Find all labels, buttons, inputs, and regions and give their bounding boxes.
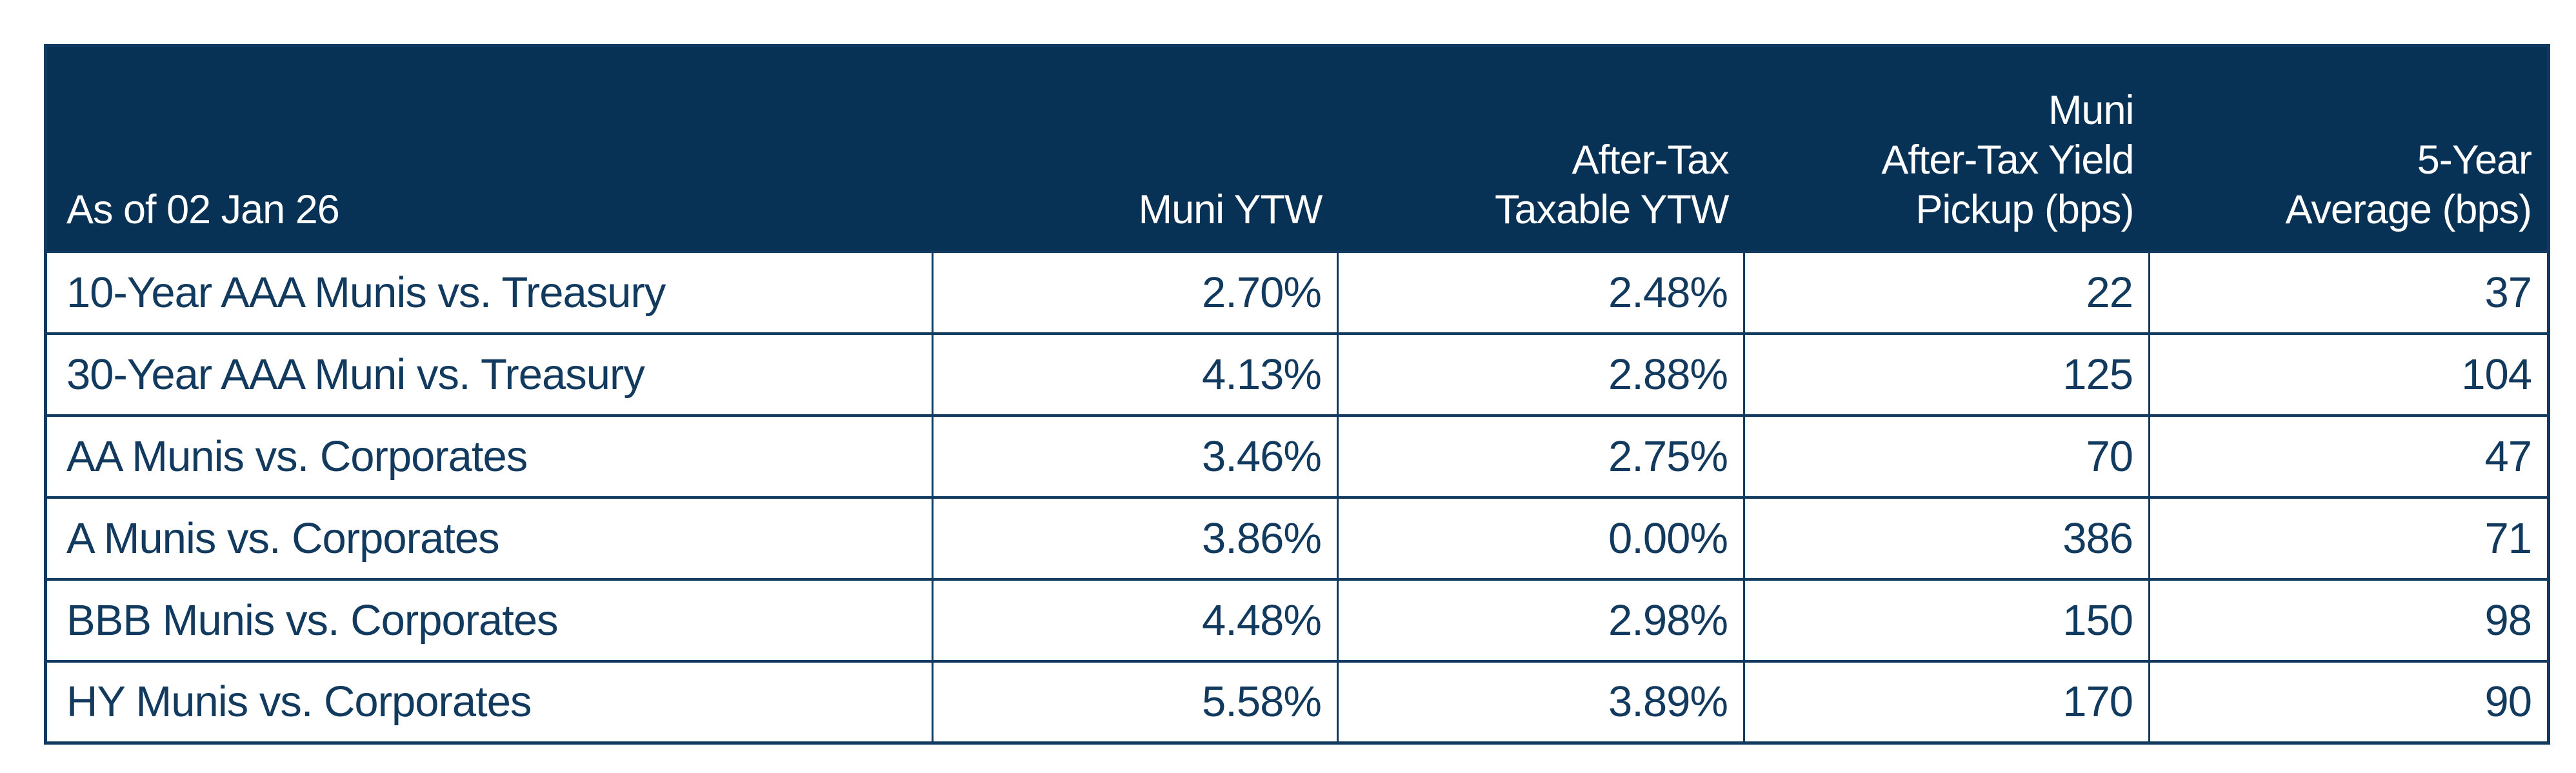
muni-ytw-cell: 3.46% [932, 414, 1339, 499]
header-col-muni-after-tax-yield-pickup-bps: Muni After-Tax Yield Pickup (bps) [1744, 45, 2150, 252]
header-col-muni-ytw: Muni YTW [932, 45, 1338, 252]
row-label-cell: A Munis vs. Corporates [45, 496, 934, 581]
table-row: BBB Munis vs. Corporates 4.48% 2.98% 150… [45, 577, 2550, 663]
after-tax-taxable-ytw-cell: 2.75% [1337, 414, 1745, 499]
table-row: 30-Year AAA Muni vs. Treasury 4.13% 2.88… [45, 332, 2550, 417]
pickup-bps-cell: 22 [1743, 250, 2150, 335]
table-body: 10-Year AAA Munis vs. Treasury 2.70% 2.4… [45, 250, 2550, 745]
muni-ytw-cell: 3.86% [932, 496, 1339, 581]
five-year-avg-bps-cell: 98 [2148, 577, 2550, 663]
pickup-bps-cell: 386 [1743, 496, 2150, 581]
five-year-avg-bps-cell: 37 [2148, 250, 2550, 335]
muni-ytw-cell: 4.48% [932, 577, 1339, 663]
row-label-cell: 10-Year AAA Munis vs. Treasury [45, 250, 934, 335]
row-label-cell: HY Munis vs. Corporates [45, 659, 934, 745]
pickup-bps-cell: 125 [1743, 332, 2150, 417]
header-as-of-date: As of 02 Jan 26 [45, 45, 933, 252]
pickup-bps-cell: 70 [1743, 414, 2150, 499]
header-col-5-year-average-bps: 5-Year Average (bps) [2149, 45, 2549, 252]
after-tax-taxable-ytw-cell: 2.98% [1337, 577, 1745, 663]
table-row: A Munis vs. Corporates 3.86% 0.00% 386 7… [45, 496, 2550, 581]
muni-ytw-cell: 5.58% [932, 659, 1339, 745]
row-label-cell: 30-Year AAA Muni vs. Treasury [45, 332, 934, 417]
after-tax-taxable-ytw-cell: 2.88% [1337, 332, 1745, 417]
table-header: As of 02 Jan 26 Muni YTW After-Tax Taxab… [45, 45, 2549, 252]
table-row: AA Munis vs. Corporates 3.46% 2.75% 70 4… [45, 414, 2550, 499]
five-year-avg-bps-cell: 90 [2148, 659, 2550, 745]
muni-yield-table: As of 02 Jan 26 Muni YTW After-Tax Taxab… [44, 44, 2550, 745]
table-row: HY Munis vs. Corporates 5.58% 3.89% 170 … [45, 659, 2550, 745]
five-year-avg-bps-cell: 47 [2148, 414, 2550, 499]
after-tax-taxable-ytw-cell: 2.48% [1337, 250, 1745, 335]
pickup-bps-cell: 150 [1743, 577, 2150, 663]
muni-ytw-cell: 2.70% [932, 250, 1339, 335]
pickup-bps-cell: 170 [1743, 659, 2150, 745]
muni-ytw-cell: 4.13% [932, 332, 1339, 417]
header-col-after-tax-taxable-ytw: After-Tax Taxable YTW [1337, 45, 1744, 252]
after-tax-taxable-ytw-cell: 3.89% [1337, 659, 1745, 745]
five-year-avg-bps-cell: 104 [2148, 332, 2550, 417]
table-row: 10-Year AAA Munis vs. Treasury 2.70% 2.4… [45, 250, 2550, 335]
after-tax-taxable-ytw-cell: 0.00% [1337, 496, 1745, 581]
row-label-cell: BBB Munis vs. Corporates [45, 577, 934, 663]
row-label-cell: AA Munis vs. Corporates [45, 414, 934, 499]
five-year-avg-bps-cell: 71 [2148, 496, 2550, 581]
header-row: As of 02 Jan 26 Muni YTW After-Tax Taxab… [45, 45, 2549, 252]
